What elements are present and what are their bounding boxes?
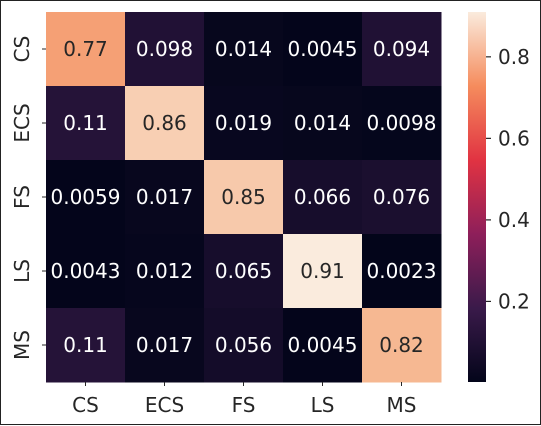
heatmap-cell-label: 0.0043 <box>51 259 121 283</box>
x-axis-tick-labels: CS ECS FS LS MS <box>72 382 416 417</box>
x-axis-tick-label: FS <box>232 393 256 417</box>
heatmap-cell <box>283 12 363 87</box>
heatmap-cell <box>46 12 126 87</box>
colorbar-gradient <box>468 12 486 382</box>
y-axis-tick-label: FS <box>10 185 34 209</box>
heatmap-cell <box>362 160 442 235</box>
heatmap-cell-label: 0.86 <box>142 111 187 135</box>
heatmap-cell-label: 0.066 <box>294 185 351 209</box>
heatmap-cell <box>46 308 126 383</box>
colorbar: 0.2 0.4 0.6 0.8 <box>468 12 530 382</box>
heatmap-cell <box>46 160 126 235</box>
heatmap-cell <box>362 86 442 161</box>
heatmap-cell <box>125 86 205 161</box>
heatmap-cell <box>283 234 363 309</box>
heatmap-cell <box>204 86 284 161</box>
x-axis-tick-label: LS <box>311 393 335 417</box>
x-axis-tick-label: CS <box>72 393 99 417</box>
x-axis-tick-label: MS <box>387 393 417 417</box>
heatmap-cell <box>362 12 442 87</box>
heatmap-cell-label: 0.85 <box>221 185 266 209</box>
x-axis-tick-label: ECS <box>145 393 184 417</box>
heatmap-cell <box>46 86 126 161</box>
heatmap-cell-labels: 0.77 0.098 0.014 0.0045 0.094 0.11 0.86 0.019 0.… <box>51 37 437 357</box>
heatmap-cell-label: 0.0059 <box>51 185 121 209</box>
heatmap-cell <box>283 160 363 235</box>
heatmap-cell <box>125 12 205 87</box>
heatmap-cell <box>362 234 442 309</box>
heatmap-cell <box>204 12 284 87</box>
heatmap-cell <box>283 308 363 383</box>
colorbar-tick-label: 0.4 <box>498 208 530 232</box>
heatmap-cell-label: 0.0098 <box>367 111 437 135</box>
heatmap-cell <box>125 160 205 235</box>
heatmap-cell-label: 0.0023 <box>367 259 437 283</box>
heatmap-cell-label: 0.11 <box>63 333 108 357</box>
heatmap-cell-label: 0.065 <box>215 259 272 283</box>
y-axis-tick-label: CS <box>10 36 34 63</box>
y-axis-tick-label: ECS <box>10 103 34 142</box>
heatmap-cell <box>125 308 205 383</box>
colorbar-tick-label: 0.6 <box>498 126 530 150</box>
heatmap-cell-label: 0.056 <box>215 333 272 357</box>
heatmap-cell <box>283 86 363 161</box>
heatmap-cell-label: 0.0045 <box>288 333 358 357</box>
heatmap-cell <box>362 308 442 383</box>
y-axis-tick-label: LS <box>10 259 34 283</box>
heatmap-cell-label: 0.094 <box>373 37 430 61</box>
heatmap-cells <box>46 12 442 383</box>
heatmap-cell-label: 0.019 <box>215 111 272 135</box>
heatmap-cell <box>204 160 284 235</box>
colorbar-tick-label: 0.8 <box>498 45 530 69</box>
heatmap-cell-label: 0.014 <box>215 37 272 61</box>
heatmap-cell-label: 0.77 <box>63 37 108 61</box>
heatmap-cell <box>46 234 126 309</box>
heatmap-cell-label: 0.014 <box>294 111 351 135</box>
heatmap-cell-label: 0.017 <box>136 333 193 357</box>
heatmap-cell <box>204 234 284 309</box>
heatmap-cell-label: 0.017 <box>136 185 193 209</box>
heatmap-cell <box>204 308 284 383</box>
y-axis-tick-labels: CS ECS FS LS MS <box>10 36 46 360</box>
y-axis-tick-label: MS <box>10 330 34 360</box>
heatmap-cell-label: 0.91 <box>300 259 345 283</box>
heatmap-cell-label: 0.076 <box>373 185 430 209</box>
heatmap-cell-label: 0.0045 <box>288 37 358 61</box>
heatmap-cell-label: 0.098 <box>136 37 193 61</box>
heatmap-cell <box>125 234 205 309</box>
heatmap-cell-label: 0.82 <box>379 333 424 357</box>
heatmap-cell-label: 0.012 <box>136 259 193 283</box>
heatmap-cell-label: 0.11 <box>63 111 108 135</box>
colorbar-tick-label: 0.2 <box>498 289 530 313</box>
